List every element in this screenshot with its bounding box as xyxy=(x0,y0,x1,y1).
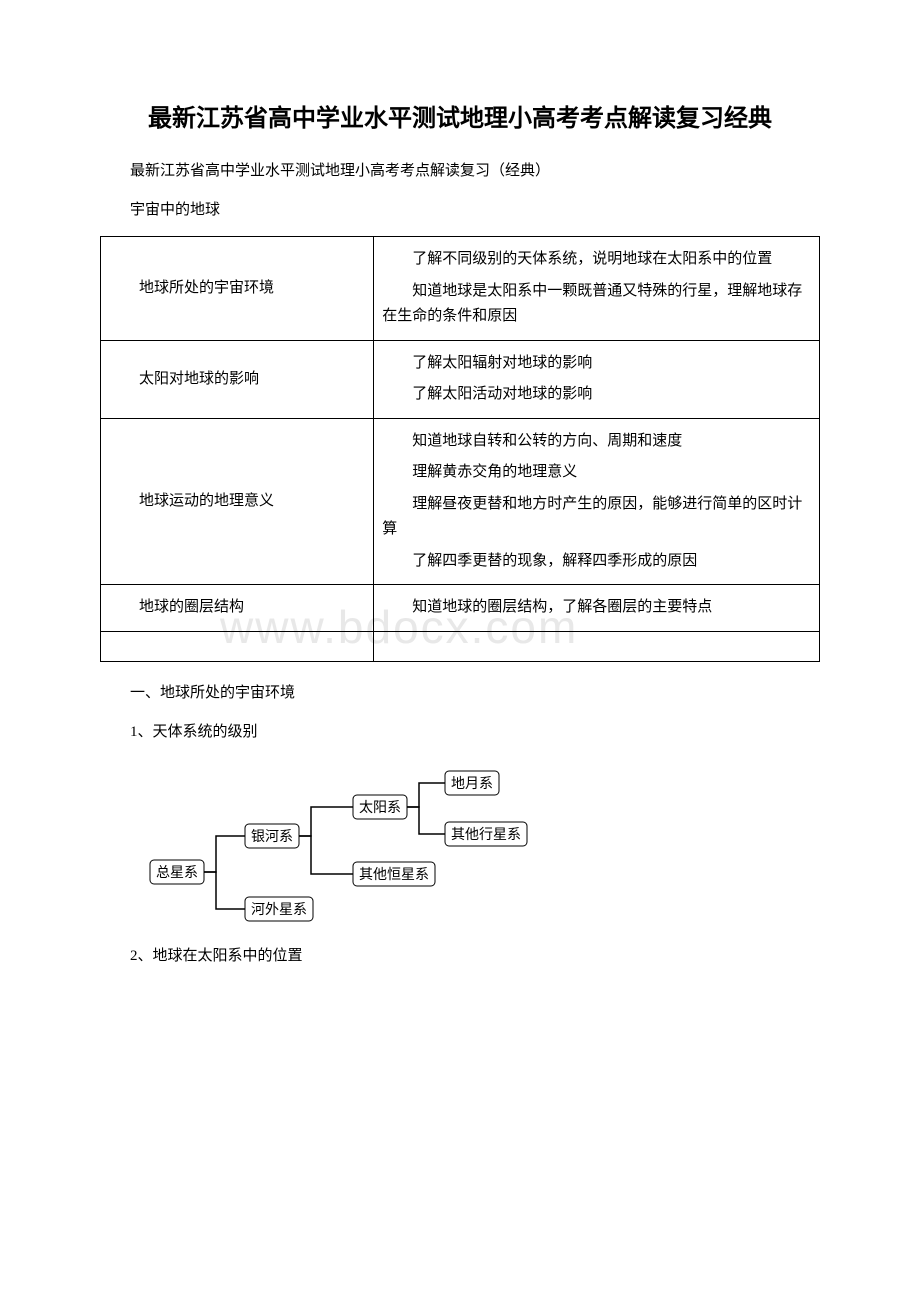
content-table: 地球所处的宇宙环境了解不同级别的天体系统，说明地球在太阳系中的位置知道地球是太阳… xyxy=(100,236,820,662)
svg-text:总星系: 总星系 xyxy=(156,865,198,881)
table-detail-item: 理解昼夜更替和地方时产生的原因，能够进行简单的区时计算 xyxy=(382,492,811,543)
table-cell-details: 知道地球的圈层结构，了解各圈层的主要特点 xyxy=(374,585,820,632)
table-cell-details: 了解太阳辐射对地球的影响了解太阳活动对地球的影响 xyxy=(374,340,820,418)
svg-text:河外星系: 河外星系 xyxy=(251,902,307,918)
table-detail-item: 理解黄赤交角的地理意义 xyxy=(382,460,811,486)
hierarchy-tree-diagram: 总星系 银河系河外星系 太阳系其他恒星系 地月系其他行星系 xyxy=(140,762,820,927)
table-cell-topic: 地球的圈层结构 xyxy=(101,585,374,632)
document-title: 最新江苏省高中学业水平测试地理小高考考点解读复习经典 xyxy=(100,100,820,138)
table-cell-topic: 地球运动的地理意义 xyxy=(101,418,374,585)
content-line-2: 1、天体系统的级别 xyxy=(100,719,820,746)
table-cell-details: 知道地球自转和公转的方向、周期和速度理解黄赤交角的地理意义理解昼夜更替和地方时产… xyxy=(374,418,820,585)
table-row: 地球的圈层结构知道地球的圈层结构，了解各圈层的主要特点 xyxy=(101,585,820,632)
table-cell-empty xyxy=(374,631,820,661)
svg-text:其他恒星系: 其他恒星系 xyxy=(359,867,429,883)
svg-text:地月系: 地月系 xyxy=(451,776,493,792)
section-heading: 宇宙中的地球 xyxy=(100,197,820,224)
table-cell-details: 了解不同级别的天体系统，说明地球在太阳系中的位置知道地球是太阳系中一颗既普通又特… xyxy=(374,237,820,341)
table-detail-item: 了解四季更替的现象，解释四季形成的原因 xyxy=(382,549,811,575)
svg-text:其他行星系: 其他行星系 xyxy=(451,827,521,843)
svg-text:银河系: 银河系 xyxy=(251,829,293,845)
svg-text:太阳系: 太阳系 xyxy=(359,800,401,816)
table-detail-item: 知道地球的圈层结构，了解各圈层的主要特点 xyxy=(382,595,811,621)
table-row: 太阳对地球的影响了解太阳辐射对地球的影响了解太阳活动对地球的影响 xyxy=(101,340,820,418)
content-line-3: 2、地球在太阳系中的位置 xyxy=(100,943,820,970)
table-cell-topic: 地球所处的宇宙环境 xyxy=(101,237,374,341)
table-row-empty xyxy=(101,631,820,661)
table-detail-item: 了解不同级别的天体系统，说明地球在太阳系中的位置 xyxy=(382,247,811,273)
document-subtitle: 最新江苏省高中学业水平测试地理小高考考点解读复习（经典） xyxy=(100,158,820,185)
table-detail-item: 知道地球自转和公转的方向、周期和速度 xyxy=(382,429,811,455)
table-row: 地球运动的地理意义知道地球自转和公转的方向、周期和速度理解黄赤交角的地理意义理解… xyxy=(101,418,820,585)
table-row: 地球所处的宇宙环境了解不同级别的天体系统，说明地球在太阳系中的位置知道地球是太阳… xyxy=(101,237,820,341)
table-cell-empty xyxy=(101,631,374,661)
table-detail-item: 了解太阳活动对地球的影响 xyxy=(382,382,811,408)
table-detail-item: 知道地球是太阳系中一颗既普通又特殊的行星，理解地球存在生命的条件和原因 xyxy=(382,279,811,330)
table-detail-item: 了解太阳辐射对地球的影响 xyxy=(382,351,811,377)
table-cell-topic: 太阳对地球的影响 xyxy=(101,340,374,418)
content-line-1: 一、地球所处的宇宙环境 xyxy=(100,680,820,707)
